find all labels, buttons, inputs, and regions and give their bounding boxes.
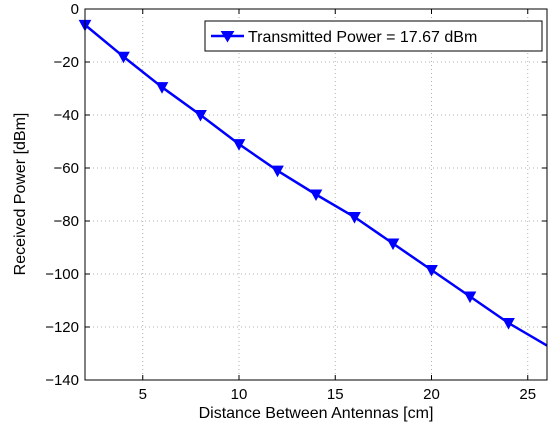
y-tick-label: 0 bbox=[71, 1, 79, 18]
grid-lines bbox=[85, 9, 547, 380]
x-tick-label: 10 bbox=[231, 386, 248, 403]
tick-labels: 5 10 15 20 25 0 −20 −40 −60 −80 −100 −120 −140 bbox=[45, 1, 536, 403]
plot-frame bbox=[84, 8, 548, 381]
y-tick-label: −60 bbox=[54, 160, 79, 177]
legend-marker bbox=[220, 31, 235, 43]
x-tick-label: 20 bbox=[423, 386, 440, 403]
axis-ticks bbox=[85, 8, 547, 381]
data-point-marker bbox=[425, 265, 438, 277]
data-point-marker bbox=[155, 82, 169, 94]
y-tick-label: −120 bbox=[45, 319, 79, 336]
data-point-marker bbox=[502, 318, 515, 330]
y-tick-label: −20 bbox=[54, 54, 79, 71]
y-tick-label: −40 bbox=[54, 107, 79, 124]
data-point-marker bbox=[348, 212, 361, 224]
x-axis-label: Distance Between Antennas [cm] bbox=[199, 405, 434, 422]
data-point-marker bbox=[463, 291, 477, 304]
legend: Transmitted Power = 17.67 dBm bbox=[204, 20, 543, 52]
y-tick-label: −100 bbox=[45, 266, 79, 283]
data-point-marker bbox=[309, 189, 323, 202]
y-tick-label: −80 bbox=[54, 213, 79, 230]
y-tick-label: −140 bbox=[45, 372, 79, 389]
x-tick-label: 15 bbox=[327, 386, 344, 403]
data-point-marker bbox=[232, 139, 246, 151]
data-point-marker bbox=[194, 110, 207, 122]
data-point-marker bbox=[271, 165, 284, 178]
series-group bbox=[78, 19, 548, 347]
x-tick-label: 5 bbox=[139, 386, 147, 403]
legend-box bbox=[204, 20, 543, 52]
data-point-marker bbox=[386, 238, 400, 251]
x-tick-label: 25 bbox=[519, 386, 536, 403]
y-axis-label: Received Power [dBm] bbox=[12, 113, 29, 276]
legend-label: Transmitted Power = 17.67 dBm bbox=[248, 29, 477, 46]
data-point-marker bbox=[117, 51, 130, 64]
